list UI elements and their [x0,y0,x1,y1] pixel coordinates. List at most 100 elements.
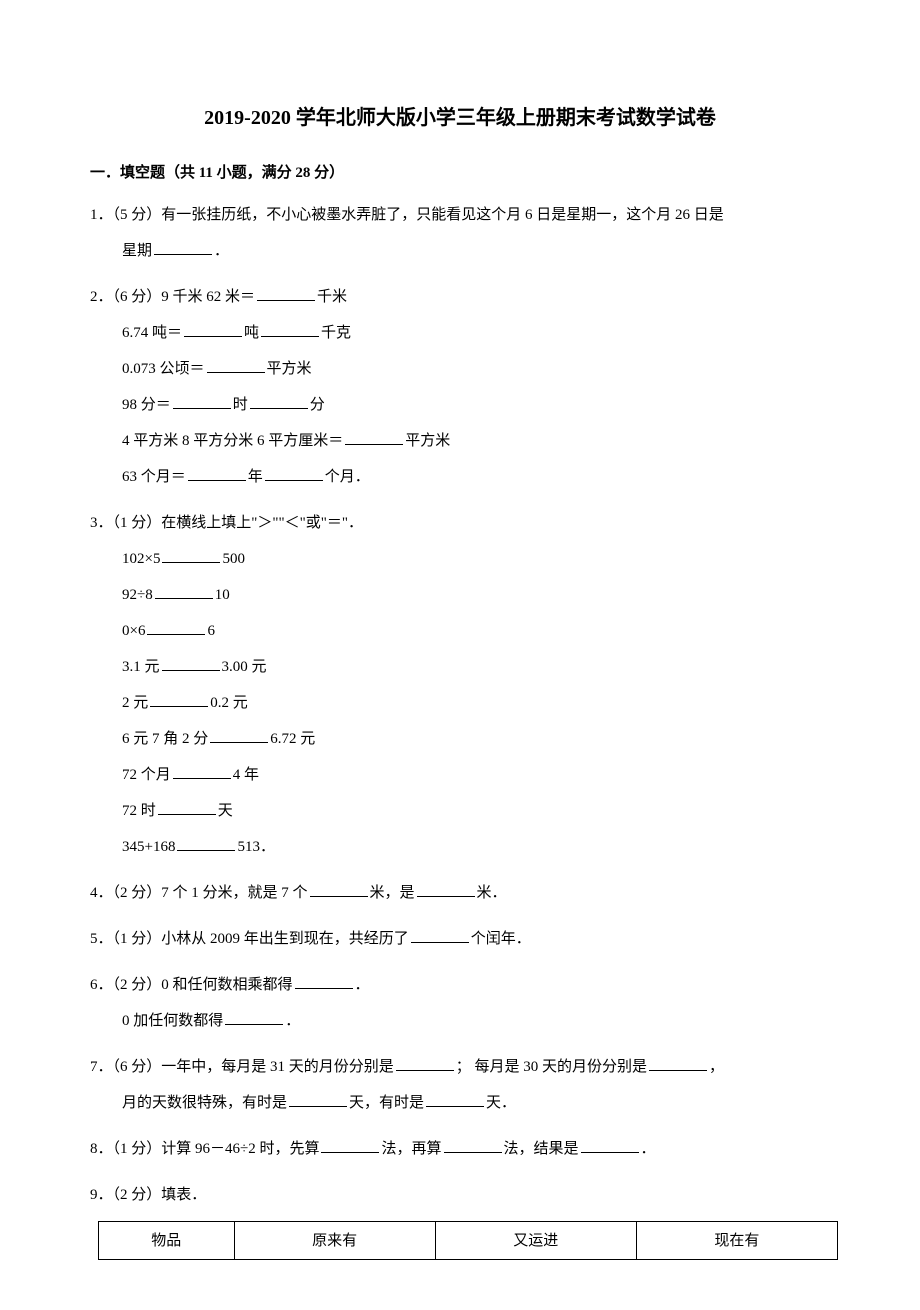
text: 513． [237,839,275,855]
text: 6 [207,623,215,639]
text: 6．（2 分）0 和任何数相乘都得 [90,977,293,993]
blank[interactable] [207,358,265,373]
blank[interactable] [426,1092,484,1107]
text: ． [641,1141,656,1157]
q2-suffix: 千米 [317,289,347,305]
blank[interactable] [295,974,353,989]
q2-line6: 63 个月＝年个月． [90,459,830,495]
q9-table: 物品 原来有 又运进 现在有 [98,1221,838,1260]
table-header-cell: 原来有 [234,1222,435,1260]
text: 月的天数很特殊，有时是 [122,1095,287,1111]
blank[interactable] [257,286,315,301]
q2-line5: 4 平方米 8 平方分米 6 平方厘米＝ 平方米 [90,423,830,459]
text: 天 [218,803,233,819]
q6-line1: 6．（2 分）0 和任何数相乘都得． [90,967,830,1003]
text: 92÷8 [122,587,153,603]
text: 6.72 元 [270,731,315,747]
text: 5．（1 分）小林从 2009 年出生到现在，共经历了 [90,931,409,947]
blank[interactable] [173,764,231,779]
blank[interactable] [396,1056,454,1071]
table-row: 物品 原来有 又运进 现在有 [99,1222,838,1260]
blank[interactable] [162,656,220,671]
q2-line3: 0.073 公顷＝ 平方米 [90,351,830,387]
blank[interactable] [250,394,308,409]
q2-line1: 2．（6 分）9 千米 62 米＝ 千米 [90,279,830,315]
blank[interactable] [154,240,212,255]
text: ， [709,1059,724,1075]
question-7: 7．（6 分）一年中，每月是 31 天的月份分别是 ； 每月是 30 天的月份分别… [90,1049,830,1121]
text: 0.073 公顷＝ [122,361,205,377]
blank[interactable] [155,584,213,599]
blank[interactable] [162,548,220,563]
text: 3.1 元 [122,659,160,675]
text: 吨 [244,325,259,341]
blank[interactable] [150,692,208,707]
text: 63 个月＝ [122,469,186,485]
blank[interactable] [321,1138,379,1153]
section-header: 一．填空题（共 11 小题，满分 28 分） [90,160,830,187]
q3-r7: 72 个月4 年 [90,757,830,793]
blank[interactable] [184,322,242,337]
question-2: 2．（6 分）9 千米 62 米＝ 千米 6.74 吨＝ 吨 千克 0.073 公顷＝… [90,279,830,495]
q3-r9: 345+168513． [90,829,830,865]
q1-line1: 1．（5 分）有一张挂历纸，不小心被墨水弄脏了，只能看见这个月 6 日是星期一，… [90,197,830,233]
blank[interactable] [411,928,469,943]
question-5: 5．（1 分）小林从 2009 年出生到现在，共经历了个闰年． [90,921,830,957]
blank[interactable] [581,1138,639,1153]
text: 4．（2 分）7 个 1 分米，就是 7 个 [90,885,308,901]
blank[interactable] [310,882,368,897]
blank[interactable] [210,728,268,743]
text: ； 每月是 30 天的月份分别是 [456,1059,647,1075]
text: 天，有时是 [349,1095,424,1111]
text: 10 [215,587,230,603]
text: 8．（1 分）计算 96－46÷2 时，先算 [90,1141,319,1157]
text: 4 平方米 8 平方分米 6 平方厘米＝ [122,433,343,449]
q2-line2: 6.74 吨＝ 吨 千克 [90,315,830,351]
text: 7．（6 分）一年中，每月是 31 天的月份分别是 [90,1059,394,1075]
q3-r4: 3.1 元 3.00 元 [90,649,830,685]
q3-r1: 102×5 500 [90,541,830,577]
q6-line2: 0 加任何数都得． [90,1003,830,1039]
blank[interactable] [158,800,216,815]
blank[interactable] [188,466,246,481]
q1-period: ． [214,243,229,259]
question-9: 9．（2 分）填表． 物品 原来有 又运进 现在有 [90,1177,830,1260]
text: 年 [248,469,263,485]
text: 千克 [321,325,351,341]
text: 3.00 元 [222,659,267,675]
blank[interactable] [289,1092,347,1107]
blank[interactable] [225,1010,283,1025]
q2-prefix: 2．（6 分）9 千米 62 米＝ [90,289,255,305]
q3-r6: 6 元 7 角 2 分 6.72 元 [90,721,830,757]
text: 时 [233,397,248,413]
question-3: 3．（1 分）在横线上填上"＞""＜"或"＝"． 102×5500 92÷810… [90,505,830,865]
blank[interactable] [417,882,475,897]
text: 平方米 [267,361,312,377]
q1-line2: 星期． [90,233,830,269]
blank[interactable] [261,322,319,337]
text: 102×5 [122,551,160,567]
q3-r5: 2 元0.2 元 [90,685,830,721]
blank[interactable] [265,466,323,481]
blank[interactable] [345,430,403,445]
text: 0×6 [122,623,145,639]
blank[interactable] [177,836,235,851]
q2-line4: 98 分＝时分 [90,387,830,423]
blank[interactable] [444,1138,502,1153]
blank[interactable] [649,1056,707,1071]
text: 天． [486,1095,516,1111]
text: 6.74 吨＝ [122,325,182,341]
blank[interactable] [173,394,231,409]
blank[interactable] [147,620,205,635]
text: 分 [310,397,325,413]
q7-line1: 7．（6 分）一年中，每月是 31 天的月份分别是 ； 每月是 30 天的月份分别… [90,1049,830,1085]
text: 法，再算 [381,1141,441,1157]
text: 6 元 7 角 2 分 [122,731,208,747]
q3-r2: 92÷8 10 [90,577,830,613]
text: 4 年 [233,767,259,783]
table-header-cell: 现在有 [636,1222,837,1260]
text: 500 [222,551,245,567]
text: 0.2 元 [210,695,248,711]
q9-line1: 9．（2 分）填表． [90,1177,830,1213]
text: 平方米 [405,433,450,449]
